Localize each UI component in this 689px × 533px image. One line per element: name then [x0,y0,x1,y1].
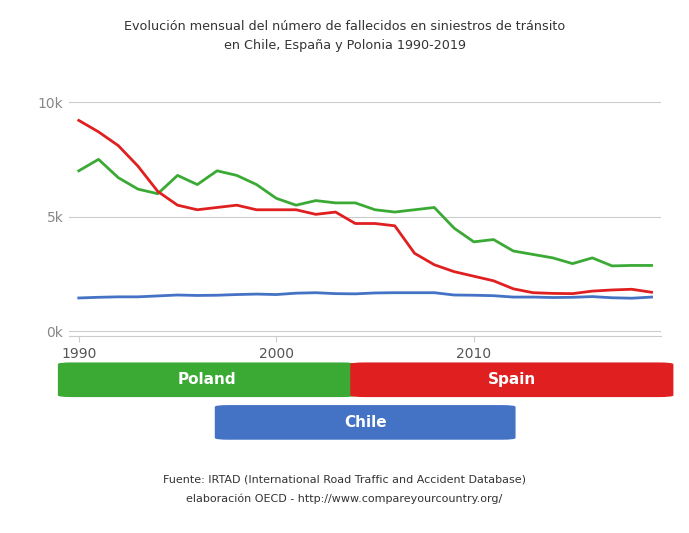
Text: Fuente: IRTAD (International Road Traffic and Accident Database): Fuente: IRTAD (International Road Traffi… [163,475,526,484]
Text: Poland: Poland [177,372,236,387]
Text: Chile: Chile [344,415,387,430]
FancyBboxPatch shape [350,362,673,397]
Text: Spain: Spain [488,372,536,387]
Text: elaboración OECD - http://www.compareyourcountry.org/: elaboración OECD - http://www.compareyou… [187,493,502,504]
Text: en Chile, España y Polonia 1990-2019: en Chile, España y Polonia 1990-2019 [223,39,466,52]
Text: Evolución mensual del número de fallecidos en siniestros de tránsito: Evolución mensual del número de fallecid… [124,20,565,33]
FancyBboxPatch shape [215,405,515,440]
FancyBboxPatch shape [58,362,356,397]
